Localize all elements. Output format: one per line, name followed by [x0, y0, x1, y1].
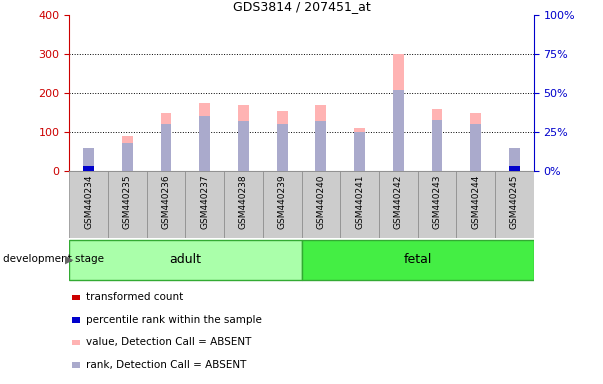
- Bar: [417, 171, 456, 238]
- Text: ▶: ▶: [65, 254, 74, 264]
- Bar: [393, 90, 403, 171]
- Bar: [69, 171, 108, 238]
- Bar: [509, 147, 520, 171]
- Text: GSM440234: GSM440234: [84, 174, 93, 229]
- Bar: [354, 128, 365, 171]
- Bar: [432, 119, 443, 171]
- Bar: [302, 171, 340, 238]
- Title: GDS3814 / 207451_at: GDS3814 / 207451_at: [233, 0, 370, 13]
- Bar: [200, 116, 210, 171]
- Text: GSM440237: GSM440237: [200, 174, 209, 229]
- Text: GSM440240: GSM440240: [317, 174, 326, 229]
- Text: GSM440236: GSM440236: [162, 174, 171, 229]
- Bar: [470, 124, 481, 171]
- Bar: [122, 136, 133, 171]
- Text: GSM440242: GSM440242: [394, 174, 403, 228]
- Text: GSM440243: GSM440243: [432, 174, 441, 229]
- Bar: [315, 121, 326, 171]
- Bar: [509, 147, 520, 171]
- Text: rank, Detection Call = ABSENT: rank, Detection Call = ABSENT: [86, 360, 246, 370]
- Bar: [302, 240, 534, 280]
- Text: GSM440239: GSM440239: [277, 174, 286, 229]
- Bar: [509, 166, 520, 171]
- Bar: [83, 147, 94, 171]
- Text: transformed count: transformed count: [86, 292, 183, 302]
- Bar: [72, 317, 80, 323]
- Text: GSM440241: GSM440241: [355, 174, 364, 229]
- Bar: [108, 171, 147, 238]
- Text: fetal: fetal: [403, 253, 432, 266]
- Bar: [186, 171, 224, 238]
- Bar: [72, 340, 80, 345]
- Bar: [72, 362, 80, 368]
- Bar: [509, 168, 520, 171]
- Bar: [147, 171, 186, 238]
- Bar: [72, 295, 80, 300]
- Bar: [340, 171, 379, 238]
- Bar: [277, 124, 288, 171]
- Text: development stage: development stage: [3, 254, 104, 264]
- Bar: [69, 240, 302, 280]
- Bar: [456, 171, 495, 238]
- Bar: [83, 147, 94, 171]
- Bar: [277, 111, 288, 171]
- Bar: [315, 105, 326, 171]
- Text: percentile rank within the sample: percentile rank within the sample: [86, 315, 262, 325]
- Bar: [200, 103, 210, 171]
- Text: adult: adult: [169, 253, 201, 266]
- Bar: [470, 113, 481, 171]
- Bar: [263, 171, 302, 238]
- Bar: [495, 171, 534, 238]
- Bar: [160, 124, 171, 171]
- Bar: [238, 105, 249, 171]
- Text: value, Detection Call = ABSENT: value, Detection Call = ABSENT: [86, 338, 251, 348]
- Bar: [238, 121, 249, 171]
- Bar: [393, 54, 403, 171]
- Text: GSM440245: GSM440245: [510, 174, 519, 229]
- Text: GSM440235: GSM440235: [123, 174, 132, 229]
- Bar: [83, 166, 94, 171]
- Bar: [160, 113, 171, 171]
- Bar: [432, 109, 443, 171]
- Text: GSM440238: GSM440238: [239, 174, 248, 229]
- Text: GSM440244: GSM440244: [471, 174, 480, 228]
- Bar: [83, 166, 94, 171]
- Bar: [224, 171, 263, 238]
- Bar: [354, 132, 365, 171]
- Bar: [379, 171, 417, 238]
- Bar: [122, 143, 133, 171]
